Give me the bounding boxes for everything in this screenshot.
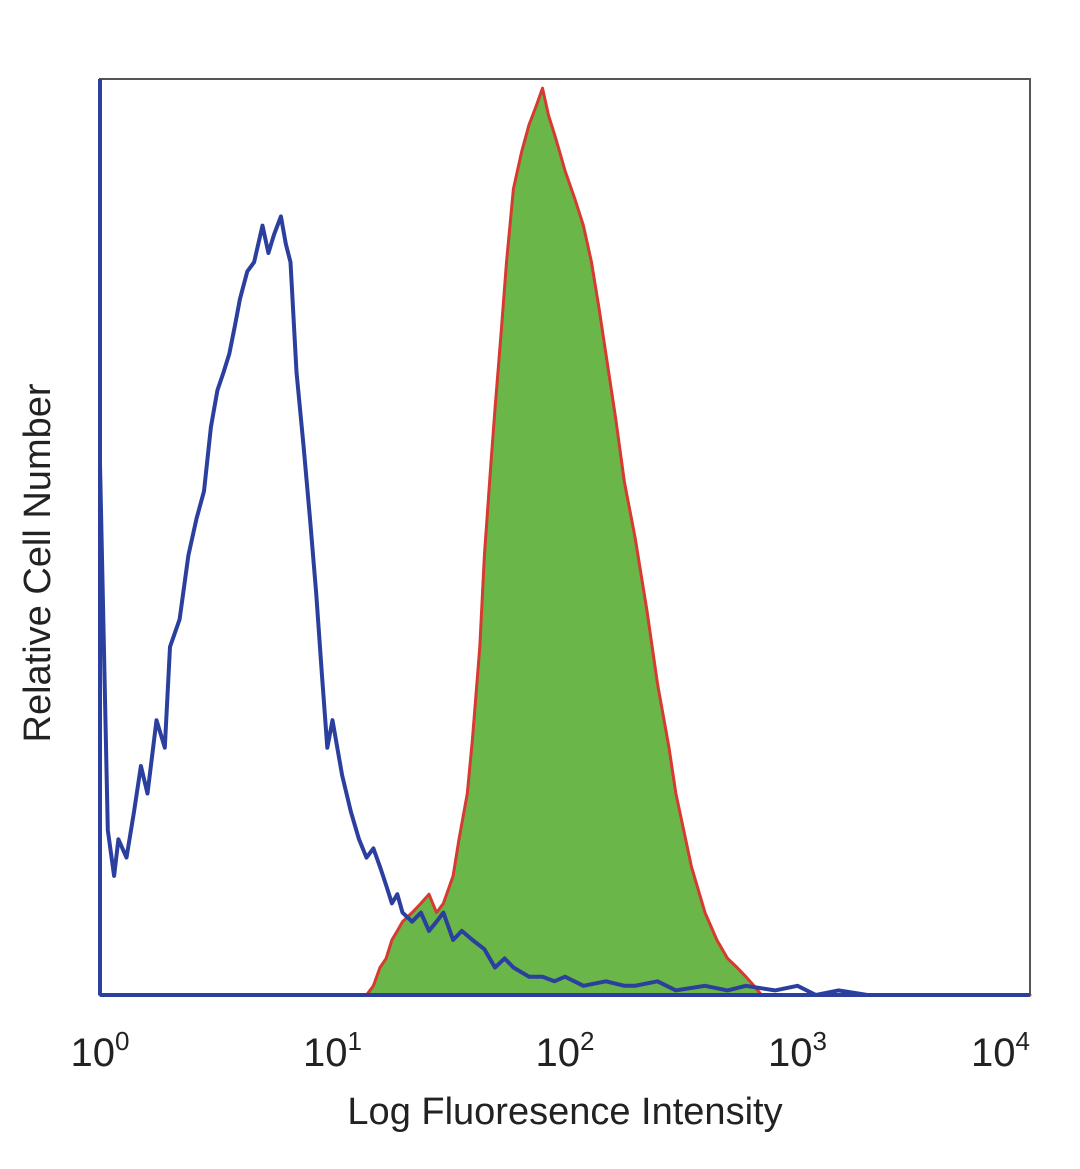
x-tick-label-2: 102 <box>536 1026 595 1075</box>
x-tick-label-4: 104 <box>971 1026 1030 1075</box>
series-layer <box>98 86 1032 997</box>
x-tick-label-3: 103 <box>768 1026 827 1075</box>
x-tick-label-1: 101 <box>303 1026 362 1075</box>
series-0-outline-histogram <box>98 214 1030 997</box>
series-1-filled-histogram <box>98 86 1032 997</box>
x-tick-labels: 100 101 102 103 104 <box>71 1026 1030 1075</box>
x-axis-title: Log Fluoresence Intensity <box>347 1091 782 1133</box>
x-tick-label-0: 100 <box>71 1026 130 1075</box>
y-axis-title: Relative Cell Number <box>17 383 59 742</box>
